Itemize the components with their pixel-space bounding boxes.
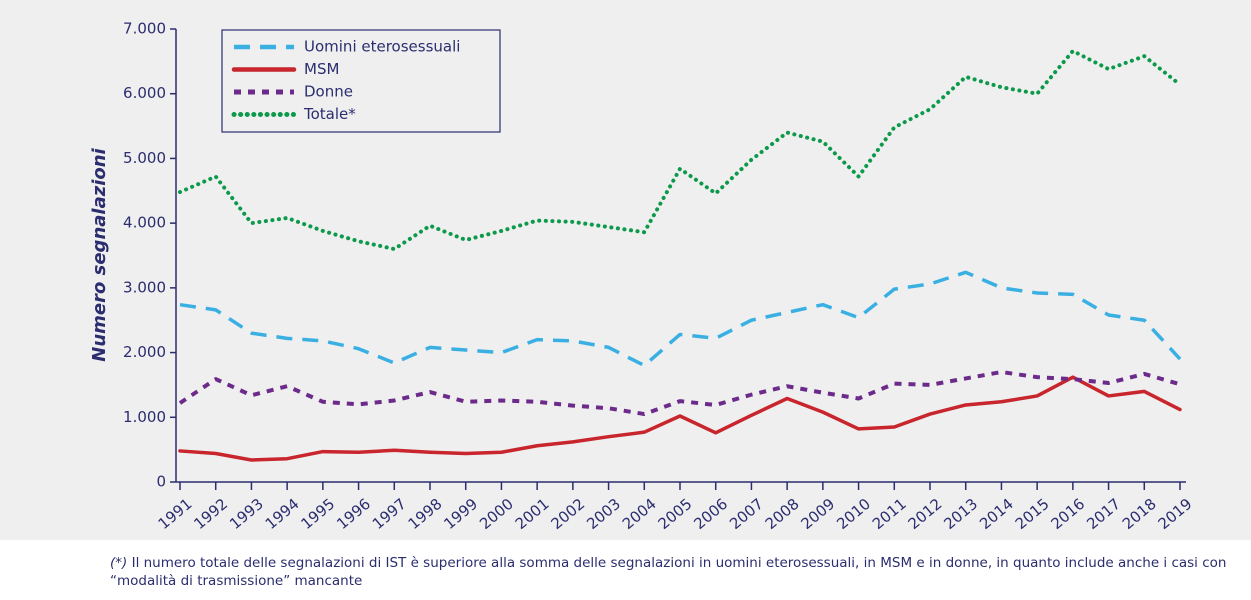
series-line <box>179 270 1182 368</box>
footnote: (*) Il numero totale delle segnalazioni … <box>110 554 1245 590</box>
chart-background <box>0 0 1251 540</box>
y-tick-label: 6.000 <box>123 84 166 102</box>
legend-label: MSM <box>304 60 339 78</box>
footnote-marker: (*) <box>110 555 128 571</box>
y-tick-label: 5.000 <box>123 149 166 167</box>
series-line <box>178 375 1182 462</box>
y-tick-label: 0 <box>156 473 166 491</box>
y-tick-label: 2.000 <box>123 343 166 361</box>
y-tick-label: 1.000 <box>123 408 166 426</box>
y-tick-label: 7.000 <box>123 20 166 38</box>
legend-label: Donne <box>304 83 353 101</box>
legend-label: Totale* <box>303 105 356 123</box>
y-tick-label: 3.000 <box>123 278 166 296</box>
legend-label: Uomini eterosessuali <box>304 38 460 56</box>
footnote-text: Il numero totale delle segnalazioni di I… <box>110 555 1227 589</box>
y-axis-label: Numero segnalazioni <box>89 147 110 361</box>
series-line <box>178 369 1181 417</box>
y-tick-label: 4.000 <box>123 214 166 232</box>
series-line <box>178 49 1182 252</box>
legend-box <box>221 29 501 133</box>
